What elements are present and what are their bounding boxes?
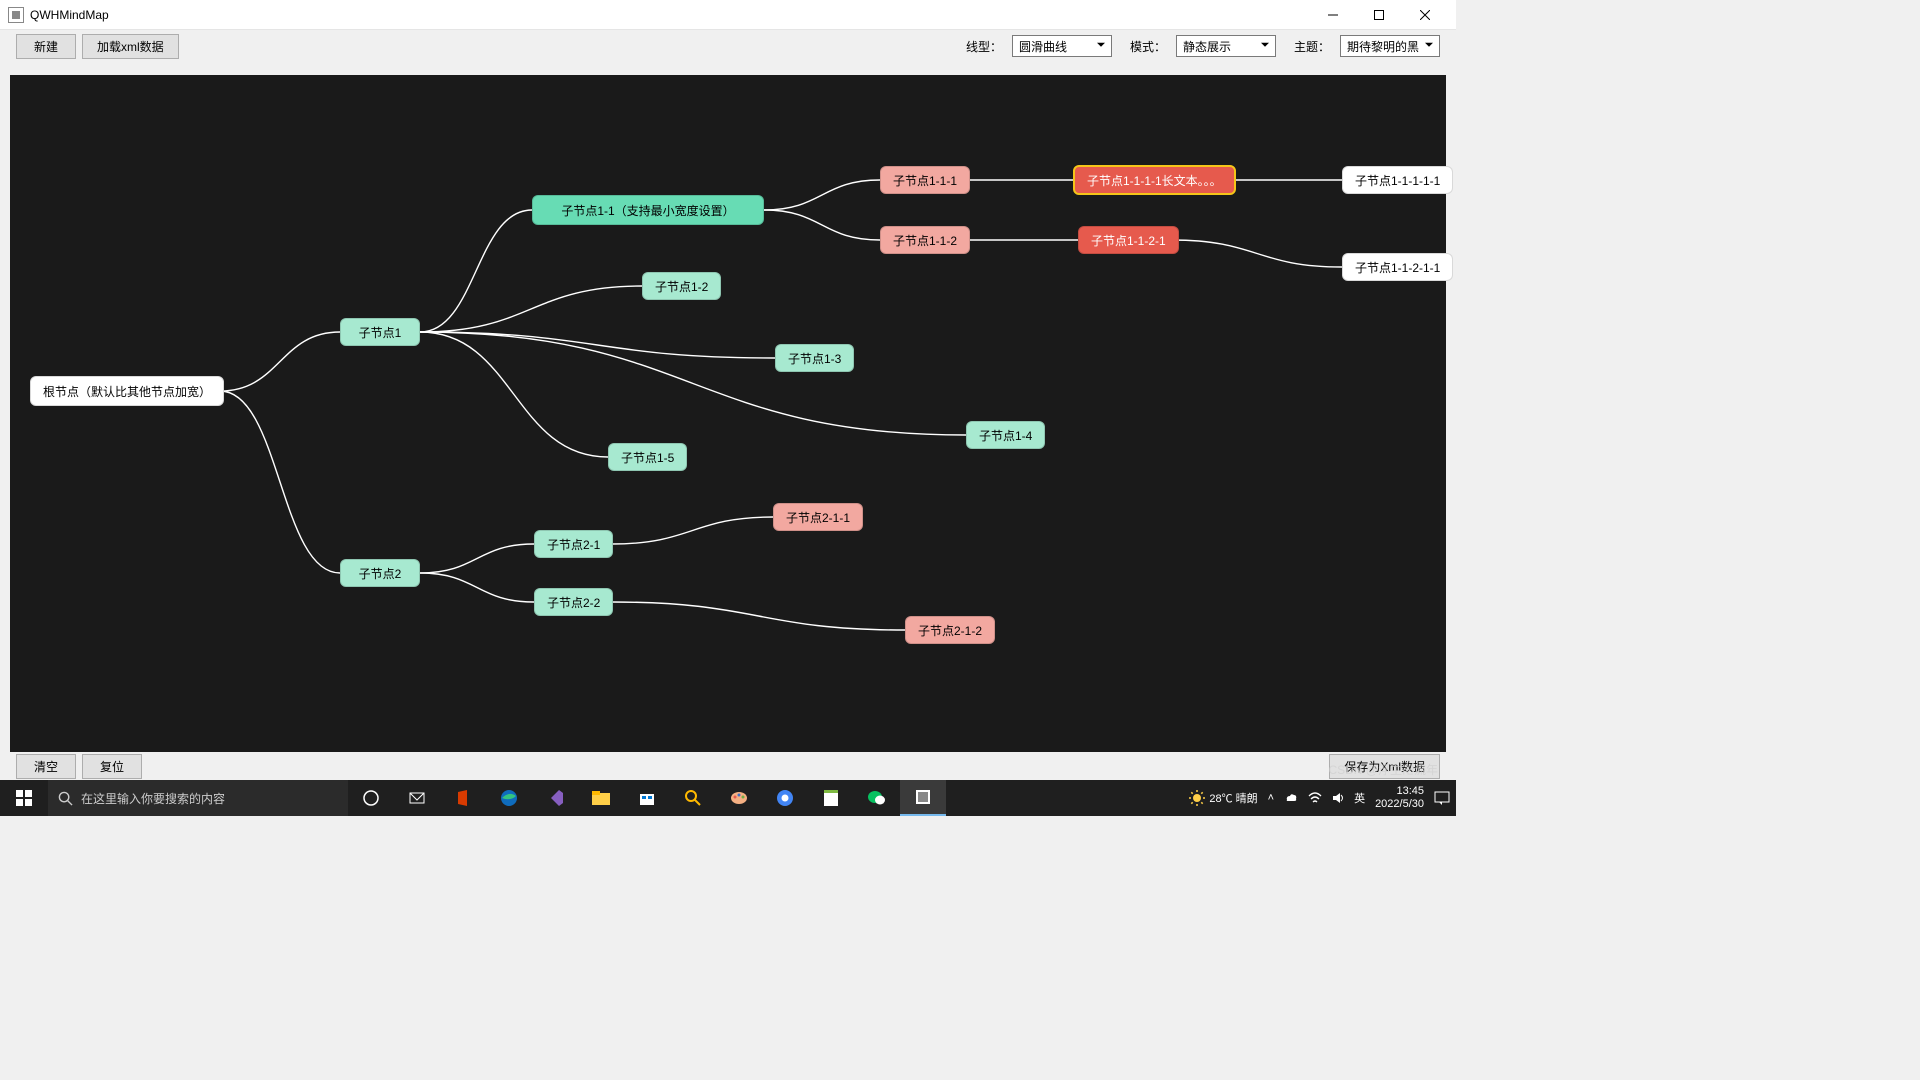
taskbar-apps bbox=[348, 780, 946, 816]
save-xml-button[interactable]: 保存为Xml数据 bbox=[1329, 754, 1440, 779]
taskbar-search-placeholder: 在这里输入你要搜索的内容 bbox=[81, 790, 225, 807]
mindmap-node[interactable]: 子节点1-1-2 bbox=[880, 226, 970, 254]
cortana-icon[interactable] bbox=[394, 780, 440, 816]
app-icon bbox=[8, 7, 24, 23]
new-button[interactable]: 新建 bbox=[16, 34, 76, 59]
office-icon[interactable] bbox=[440, 780, 486, 816]
mode-value: 静态展示 bbox=[1183, 38, 1231, 55]
mindmap-node[interactable]: 子节点1-1-1-1-1 bbox=[1342, 166, 1453, 194]
mindmap-node[interactable]: 根节点（默认比其他节点加宽） bbox=[30, 376, 224, 406]
mindmap-node[interactable]: 子节点1-2 bbox=[642, 272, 721, 300]
paint-icon[interactable] bbox=[716, 780, 762, 816]
tray-chevron-icon[interactable]: ˄ bbox=[1268, 792, 1274, 804]
mindmap-node[interactable]: 子节点2-2 bbox=[534, 588, 613, 616]
sun-icon bbox=[1189, 790, 1205, 806]
wifi-icon[interactable] bbox=[1308, 791, 1322, 805]
wechat-icon[interactable] bbox=[854, 780, 900, 816]
line-type-value: 圆滑曲线 bbox=[1019, 38, 1067, 55]
bottom-toolbar: 清空 复位 保存为Xml数据 bbox=[0, 752, 1456, 780]
system-tray: 28℃ 晴朗 ˄ 英 13:45 2022/5/30 bbox=[1189, 785, 1456, 810]
ime-indicator[interactable]: 英 bbox=[1354, 790, 1365, 806]
chrome-icon[interactable] bbox=[762, 780, 808, 816]
mindmap-node[interactable]: 子节点1-1-1-1长文本。。。 bbox=[1073, 165, 1236, 195]
mindmap-node[interactable]: 子节点2-1 bbox=[534, 530, 613, 558]
mindmap-node[interactable]: 子节点1 bbox=[340, 318, 420, 346]
top-toolbar: 新建 加载xml数据 线型： 圆滑曲线 模式： 静态展示 主题： 期待黎明的黑 bbox=[0, 30, 1456, 62]
mindmap-node[interactable]: 子节点2 bbox=[340, 559, 420, 587]
mindmap-node[interactable]: 子节点2-1-2 bbox=[905, 616, 995, 644]
mindmap-node[interactable]: 子节点1-1-2-1-1 bbox=[1342, 253, 1453, 281]
taskbar-clock[interactable]: 13:45 2022/5/30 bbox=[1375, 785, 1424, 810]
minimize-button[interactable] bbox=[1310, 0, 1356, 30]
reset-button[interactable]: 复位 bbox=[82, 754, 142, 779]
clock-date: 2022/5/30 bbox=[1375, 798, 1424, 811]
start-button[interactable] bbox=[0, 780, 48, 816]
mode-select[interactable]: 静态展示 bbox=[1176, 35, 1276, 57]
line-type-select[interactable]: 圆滑曲线 bbox=[1012, 35, 1112, 57]
notepad-icon[interactable] bbox=[808, 780, 854, 816]
edge-icon[interactable] bbox=[486, 780, 532, 816]
mindmap-node[interactable]: 子节点1-1（支持最小宽度设置） bbox=[532, 195, 764, 225]
volume-icon[interactable] bbox=[1332, 791, 1344, 805]
mindmap-node[interactable]: 子节点1-1-1 bbox=[880, 166, 970, 194]
taskbar-search[interactable]: 在这里输入你要搜索的内容 bbox=[48, 780, 348, 816]
clock-time: 13:45 bbox=[1375, 785, 1424, 798]
vs-icon[interactable] bbox=[532, 780, 578, 816]
explorer-icon[interactable] bbox=[578, 780, 624, 816]
theme-select[interactable]: 期待黎明的黑 bbox=[1340, 35, 1440, 57]
weather-widget[interactable]: 28℃ 晴朗 bbox=[1189, 790, 1257, 806]
mindmap-node[interactable]: 子节点2-1-1 bbox=[773, 503, 863, 531]
load-xml-button[interactable]: 加载xml数据 bbox=[82, 34, 179, 59]
mindmap-node[interactable]: 子节点1-4 bbox=[966, 421, 1045, 449]
close-button[interactable] bbox=[1402, 0, 1448, 30]
taskview-icon[interactable] bbox=[348, 780, 394, 816]
theme-value: 期待黎明的黑 bbox=[1347, 38, 1419, 55]
onedrive-icon[interactable] bbox=[1284, 791, 1298, 805]
theme-label: 主题： bbox=[1294, 38, 1330, 55]
notifications-icon[interactable] bbox=[1434, 790, 1450, 806]
search-icon bbox=[58, 791, 73, 806]
window-title: QWHMindMap bbox=[30, 8, 109, 22]
current-app-icon[interactable] bbox=[900, 780, 946, 816]
line-type-label: 线型： bbox=[966, 38, 1002, 55]
search-app-icon[interactable] bbox=[670, 780, 716, 816]
mindmap-node[interactable]: 子节点1-1-2-1 bbox=[1078, 226, 1179, 254]
mindmap-node[interactable]: 子节点1-3 bbox=[775, 344, 854, 372]
weather-text: 28℃ 晴朗 bbox=[1209, 790, 1257, 806]
store-icon[interactable] bbox=[624, 780, 670, 816]
window-titlebar: QWHMindMap bbox=[0, 0, 1456, 30]
mindmap-node[interactable]: 子节点1-5 bbox=[608, 443, 687, 471]
mindmap-canvas[interactable]: 根节点（默认比其他节点加宽） 子节点1 子节点2 子节点1-1（支持最小宽度设置） 子节… bbox=[10, 75, 1446, 764]
clear-button[interactable]: 清空 bbox=[16, 754, 76, 779]
maximize-button[interactable] bbox=[1356, 0, 1402, 30]
windows-taskbar: 在这里输入你要搜索的内容 28℃ 晴朗 ˄ 英 13:45 2022/5/30 bbox=[0, 780, 1456, 816]
mode-label: 模式： bbox=[1130, 38, 1166, 55]
